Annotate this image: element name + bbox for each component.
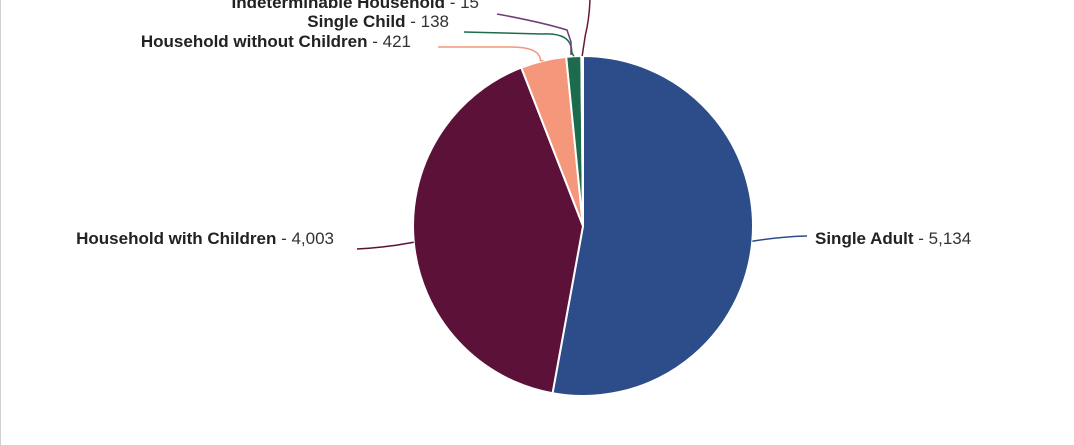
pie-label-value: - 421 bbox=[368, 32, 411, 51]
pie-label-household-with-children: Household with Children - 4,003 bbox=[76, 229, 334, 248]
pie-label-single-child: Single Child - 138 bbox=[307, 12, 449, 31]
pie-label-name: Single Child bbox=[307, 12, 405, 31]
connector-single-adult bbox=[752, 235, 808, 243]
connector-indeterminable-household-label bbox=[496, 13, 572, 55]
pie-label-name: Indeterminable Household bbox=[231, 0, 444, 12]
pie-label-household-without-children: Household without Children - 421 bbox=[141, 32, 411, 51]
pie-label-value: - 4,003 bbox=[276, 229, 334, 248]
pie-slice-indeterminable-household[interactable] bbox=[580, 54, 584, 227]
pie-label-value: - 138 bbox=[406, 12, 449, 31]
pie-slice-household-with-children[interactable] bbox=[412, 66, 585, 395]
pie-label-name: Single Adult bbox=[815, 229, 914, 248]
connector-household-without-children bbox=[438, 46, 544, 62]
pie-label-value: - 5,134 bbox=[914, 229, 972, 248]
connector-indeterminable-household bbox=[581, 0, 591, 57]
pie-label-name: Household with Children bbox=[76, 229, 276, 248]
connector-household-with-children bbox=[356, 241, 414, 250]
pie-label-single-adult: Single Adult - 5,134 bbox=[815, 229, 971, 248]
pie-label-value: - 15 bbox=[445, 0, 479, 12]
pie-label-indeterminable-household: Indeterminable Household - 15 bbox=[231, 0, 479, 12]
connector-single-child bbox=[463, 31, 575, 57]
pie-label-name: Household without Children bbox=[141, 32, 368, 51]
